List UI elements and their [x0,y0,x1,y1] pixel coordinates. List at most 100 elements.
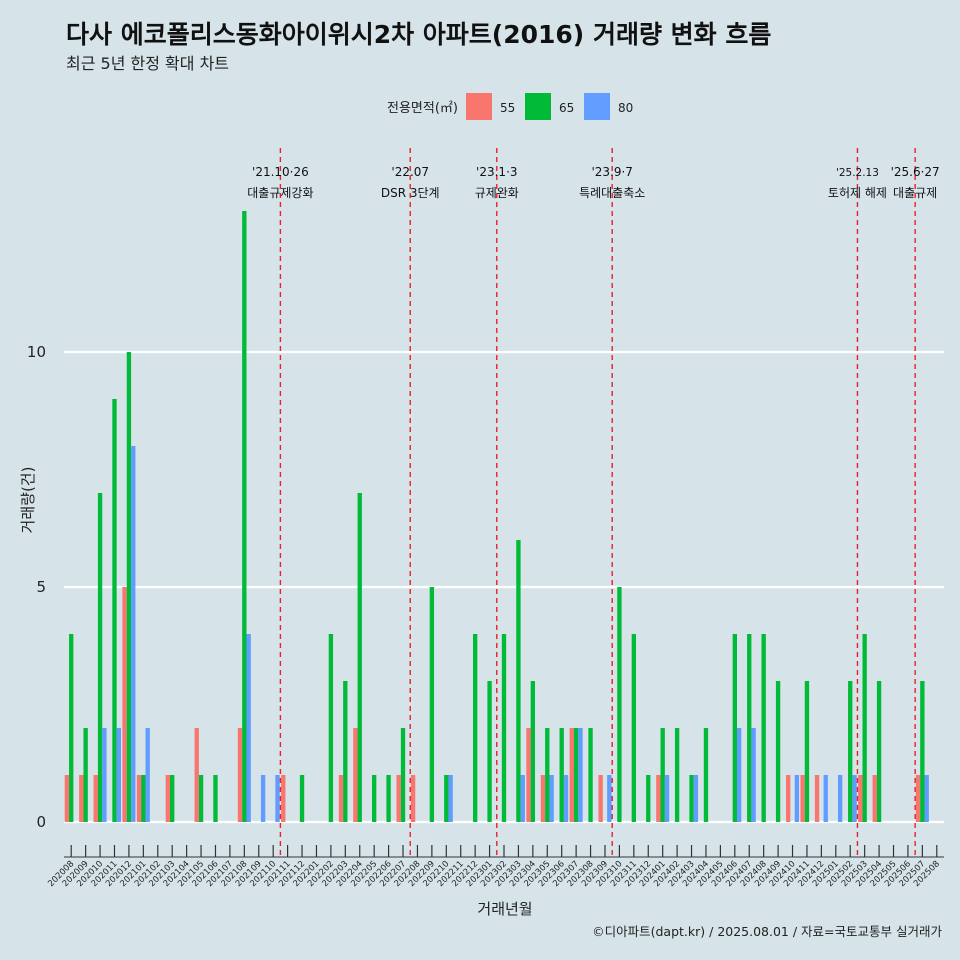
bar-80-202110 [275,775,280,822]
bar-55-202503 [858,775,863,822]
event-date: '23.1·3 [476,165,517,179]
chart-caption: ©디아파트(dapt.kr) / 2025.08.01 / 자료=국토교통부 실… [592,924,942,939]
legend-title: 전용면적(㎡) [387,101,458,116]
event-label: 대출규제 [893,186,937,200]
legend-label-80: 80 [618,101,633,115]
bar-55-202108 [237,728,243,822]
bar-65-202106 [213,775,218,822]
bar-55-202208 [410,775,416,822]
bars [64,211,929,822]
bar-55-202204 [353,728,358,822]
event-label: 규제완화 [475,186,519,200]
bar-55-202009 [79,775,84,822]
y-tick-label: 0 [36,813,46,831]
legend: 전용면적(㎡) 55 65 80 [387,93,633,120]
bar-65-202407 [747,634,752,822]
bar-80-202507 [924,775,929,822]
event-date: '22.07 [391,165,429,179]
bar-65-202403 [689,775,694,822]
event-date: '23.9·7 [591,165,632,179]
bar-65-202303 [516,540,521,822]
bar-80-202410 [794,775,800,822]
y-tick-label: 10 [27,343,46,361]
bar-55-202411 [800,775,805,822]
bar-80-202011 [116,728,122,822]
bar-55-202203 [338,775,344,822]
event-markers: '21.10·26 대출규제강화 '22.07 DSR 3단계 '23.1·3 규제완화 '… [247,148,940,857]
chart-title: 다사 에코폴리스동화아이위시2차 아파트(2016) 거래량 변화 흐름 [66,20,771,49]
bar-65-202105 [198,775,204,822]
bar-80-202012 [131,446,136,822]
bar-80-202109 [260,775,266,822]
bar-55-202207 [396,775,401,822]
bar-55-202309 [598,775,603,822]
legend-swatch-55 [466,93,492,120]
bar-65-202307 [573,728,579,822]
bar-80-202401 [664,775,670,822]
bar-65-202009 [83,728,88,822]
bar-80-202407 [751,728,756,822]
bar-65-202308 [588,728,593,822]
bar-65-202010 [97,493,103,822]
bar-65-202207 [400,728,406,822]
bar-65-202411 [804,681,810,822]
bar-65-202402 [674,728,680,822]
bar-65-202311 [631,634,637,822]
legend-label-55: 55 [500,101,515,115]
event-label: DSR 3단계 [381,186,440,200]
event-label: 특례대출축소 [579,186,645,200]
bar-80-202010 [102,728,107,822]
bar-65-202304 [530,681,536,822]
bar-65-202502 [848,681,853,822]
bar-55-202101 [136,775,142,822]
bar-55-202305 [540,775,546,822]
bar-55-202307 [569,728,574,822]
y-tick-label: 5 [36,578,46,596]
event-date: '25.2.13 [836,167,879,179]
bar-65-202312 [646,775,651,822]
bar-55-202304 [526,728,531,822]
bar-80-202306 [563,775,569,822]
bar-65-202404 [703,728,709,822]
bar-65-202301 [487,681,492,822]
event-date: '21.10·26 [252,165,309,179]
bar-65-202203 [343,681,348,822]
y-axis: 0 5 10 [27,343,46,831]
bar-65-202209 [429,587,435,822]
bar-65-202409 [775,681,781,822]
event-date: '25.6·27 [891,165,940,179]
event-label: 토허제 해제 [828,186,887,200]
bar-65-202305 [545,728,550,822]
bar-55-202103 [165,775,171,822]
bar-65-202504 [876,681,882,822]
bar-65-202310 [617,587,622,822]
bar-55-202111 [281,775,286,822]
bar-80-202210 [448,775,453,822]
legend-label-65: 65 [559,101,574,115]
bar-65-202108 [242,211,247,822]
bar-80-202403 [693,775,699,822]
bar-65-202012 [126,352,132,822]
bar-80-202305 [549,775,554,822]
bar-65-202210 [444,775,449,822]
legend-swatch-65 [525,93,551,120]
bar-80-202309 [607,775,612,822]
bar-65-202112 [299,775,305,822]
bar-65-202503 [862,634,867,822]
bar-80-202303 [520,775,525,822]
event-label: 대출규제강화 [247,186,313,200]
bar-65-202408 [761,634,766,822]
bar-65-202212 [472,634,478,822]
bar-80-202108 [246,634,251,822]
bar-80-202412 [823,775,828,822]
bar-80-202406 [736,728,742,822]
bar-65-202306 [559,728,564,822]
bar-65-202103 [170,775,175,822]
bar-55-202412 [814,775,820,822]
bar-80-202101 [145,728,150,822]
bar-65-202101 [141,775,146,822]
bar-55-202401 [656,775,661,822]
bar-55-202410 [786,775,791,822]
